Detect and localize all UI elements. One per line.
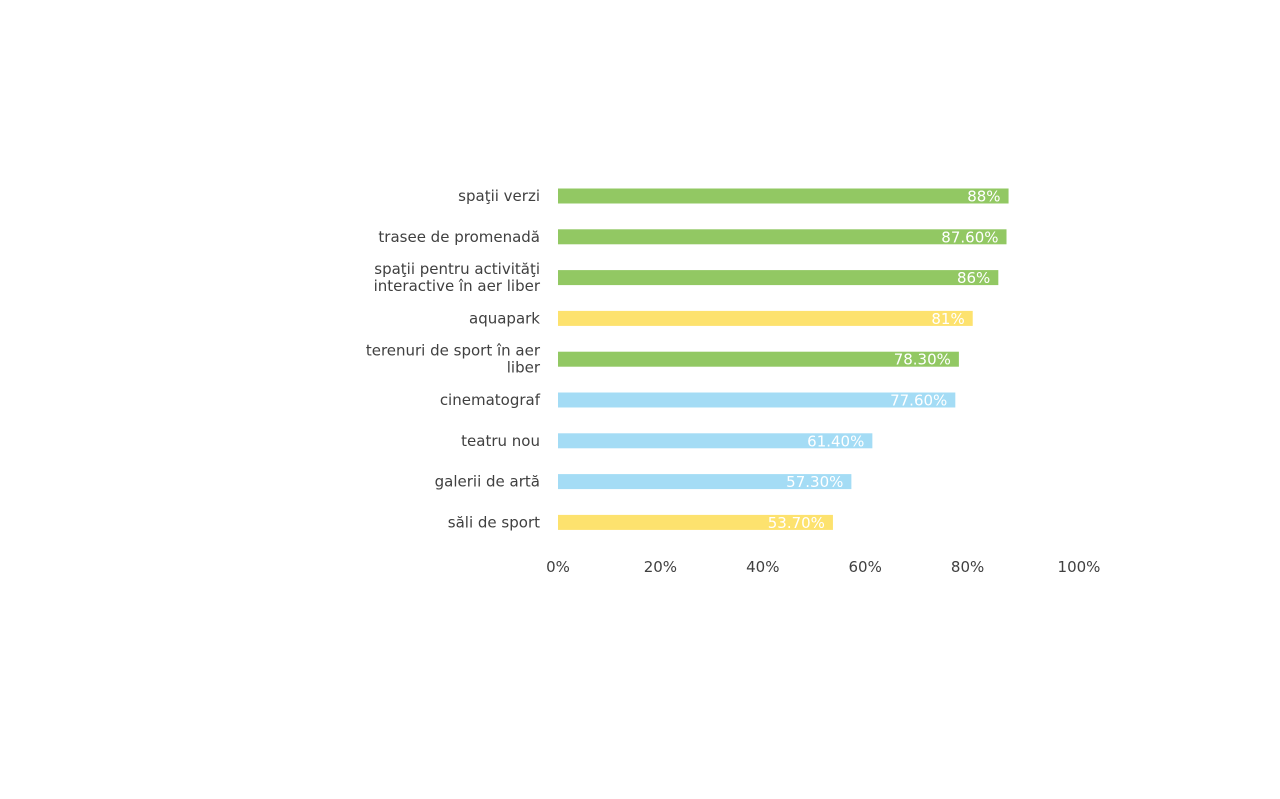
data-label: 61.40% — [807, 432, 864, 450]
category-label: aquapark — [469, 309, 540, 327]
category-label-line: spaţii pentru activităţi — [374, 260, 540, 278]
category-label: spaţii pentru activităţi interactive în a… — [374, 260, 541, 295]
data-label: 78.30% — [894, 351, 951, 369]
category-label-line: liber — [507, 359, 541, 377]
data-label: 86% — [957, 269, 990, 287]
bar — [558, 188, 1009, 204]
data-label: 77.60% — [890, 392, 947, 410]
category-label: săli de sport — [448, 513, 540, 531]
category-label: trasee de promenadă — [378, 228, 540, 246]
category-label: cinematograf — [440, 391, 541, 409]
category-label-line: teatru nou — [461, 432, 540, 450]
category-label: galerii de artă — [435, 473, 540, 491]
data-label: 88% — [967, 188, 1000, 206]
category-label-line: cinematograf — [440, 391, 541, 409]
x-tick-label: 80% — [951, 558, 984, 576]
category-label: terenuri de sport în aer liber — [366, 342, 541, 377]
x-axis-ticks: 0% 20% 40% 60% 80% 100% — [546, 558, 1100, 576]
x-tick-label: 20% — [644, 558, 677, 576]
category-label-line: spaţii verzi — [458, 187, 540, 205]
category-label-line: interactive în aer liber — [374, 277, 541, 295]
category-label: teatru nou — [461, 432, 540, 450]
bar — [558, 351, 959, 367]
category-label-line: galerii de artă — [435, 473, 540, 491]
data-label: 81% — [931, 310, 964, 328]
x-tick-label: 0% — [546, 558, 570, 576]
bar — [558, 229, 1007, 245]
data-labels: 88% 87.60% 86% 81% 78.30% 77.60% 61.40% 57.30% 5… — [768, 188, 1001, 532]
bars-group — [558, 188, 1009, 530]
bar — [558, 270, 999, 286]
data-label: 53.70% — [768, 514, 825, 532]
x-tick-label: 40% — [746, 558, 779, 576]
category-label-line: trasee de promenadă — [378, 228, 540, 246]
bar — [558, 433, 873, 449]
data-label: 87.60% — [941, 228, 998, 246]
x-tick-label: 100% — [1058, 558, 1101, 576]
bar — [558, 474, 852, 490]
data-label: 57.30% — [786, 473, 843, 491]
category-label-line: săli de sport — [448, 513, 540, 531]
x-tick-label: 60% — [849, 558, 882, 576]
category-label-line: terenuri de sport în aer — [366, 342, 541, 360]
bar — [558, 310, 973, 326]
bar — [558, 514, 833, 530]
category-label-line: aquapark — [469, 309, 540, 327]
category-label: spaţii verzi — [458, 187, 540, 205]
category-labels: spaţii verzi trasee de promenadă spaţii pe… — [366, 187, 541, 531]
bar — [558, 392, 956, 408]
